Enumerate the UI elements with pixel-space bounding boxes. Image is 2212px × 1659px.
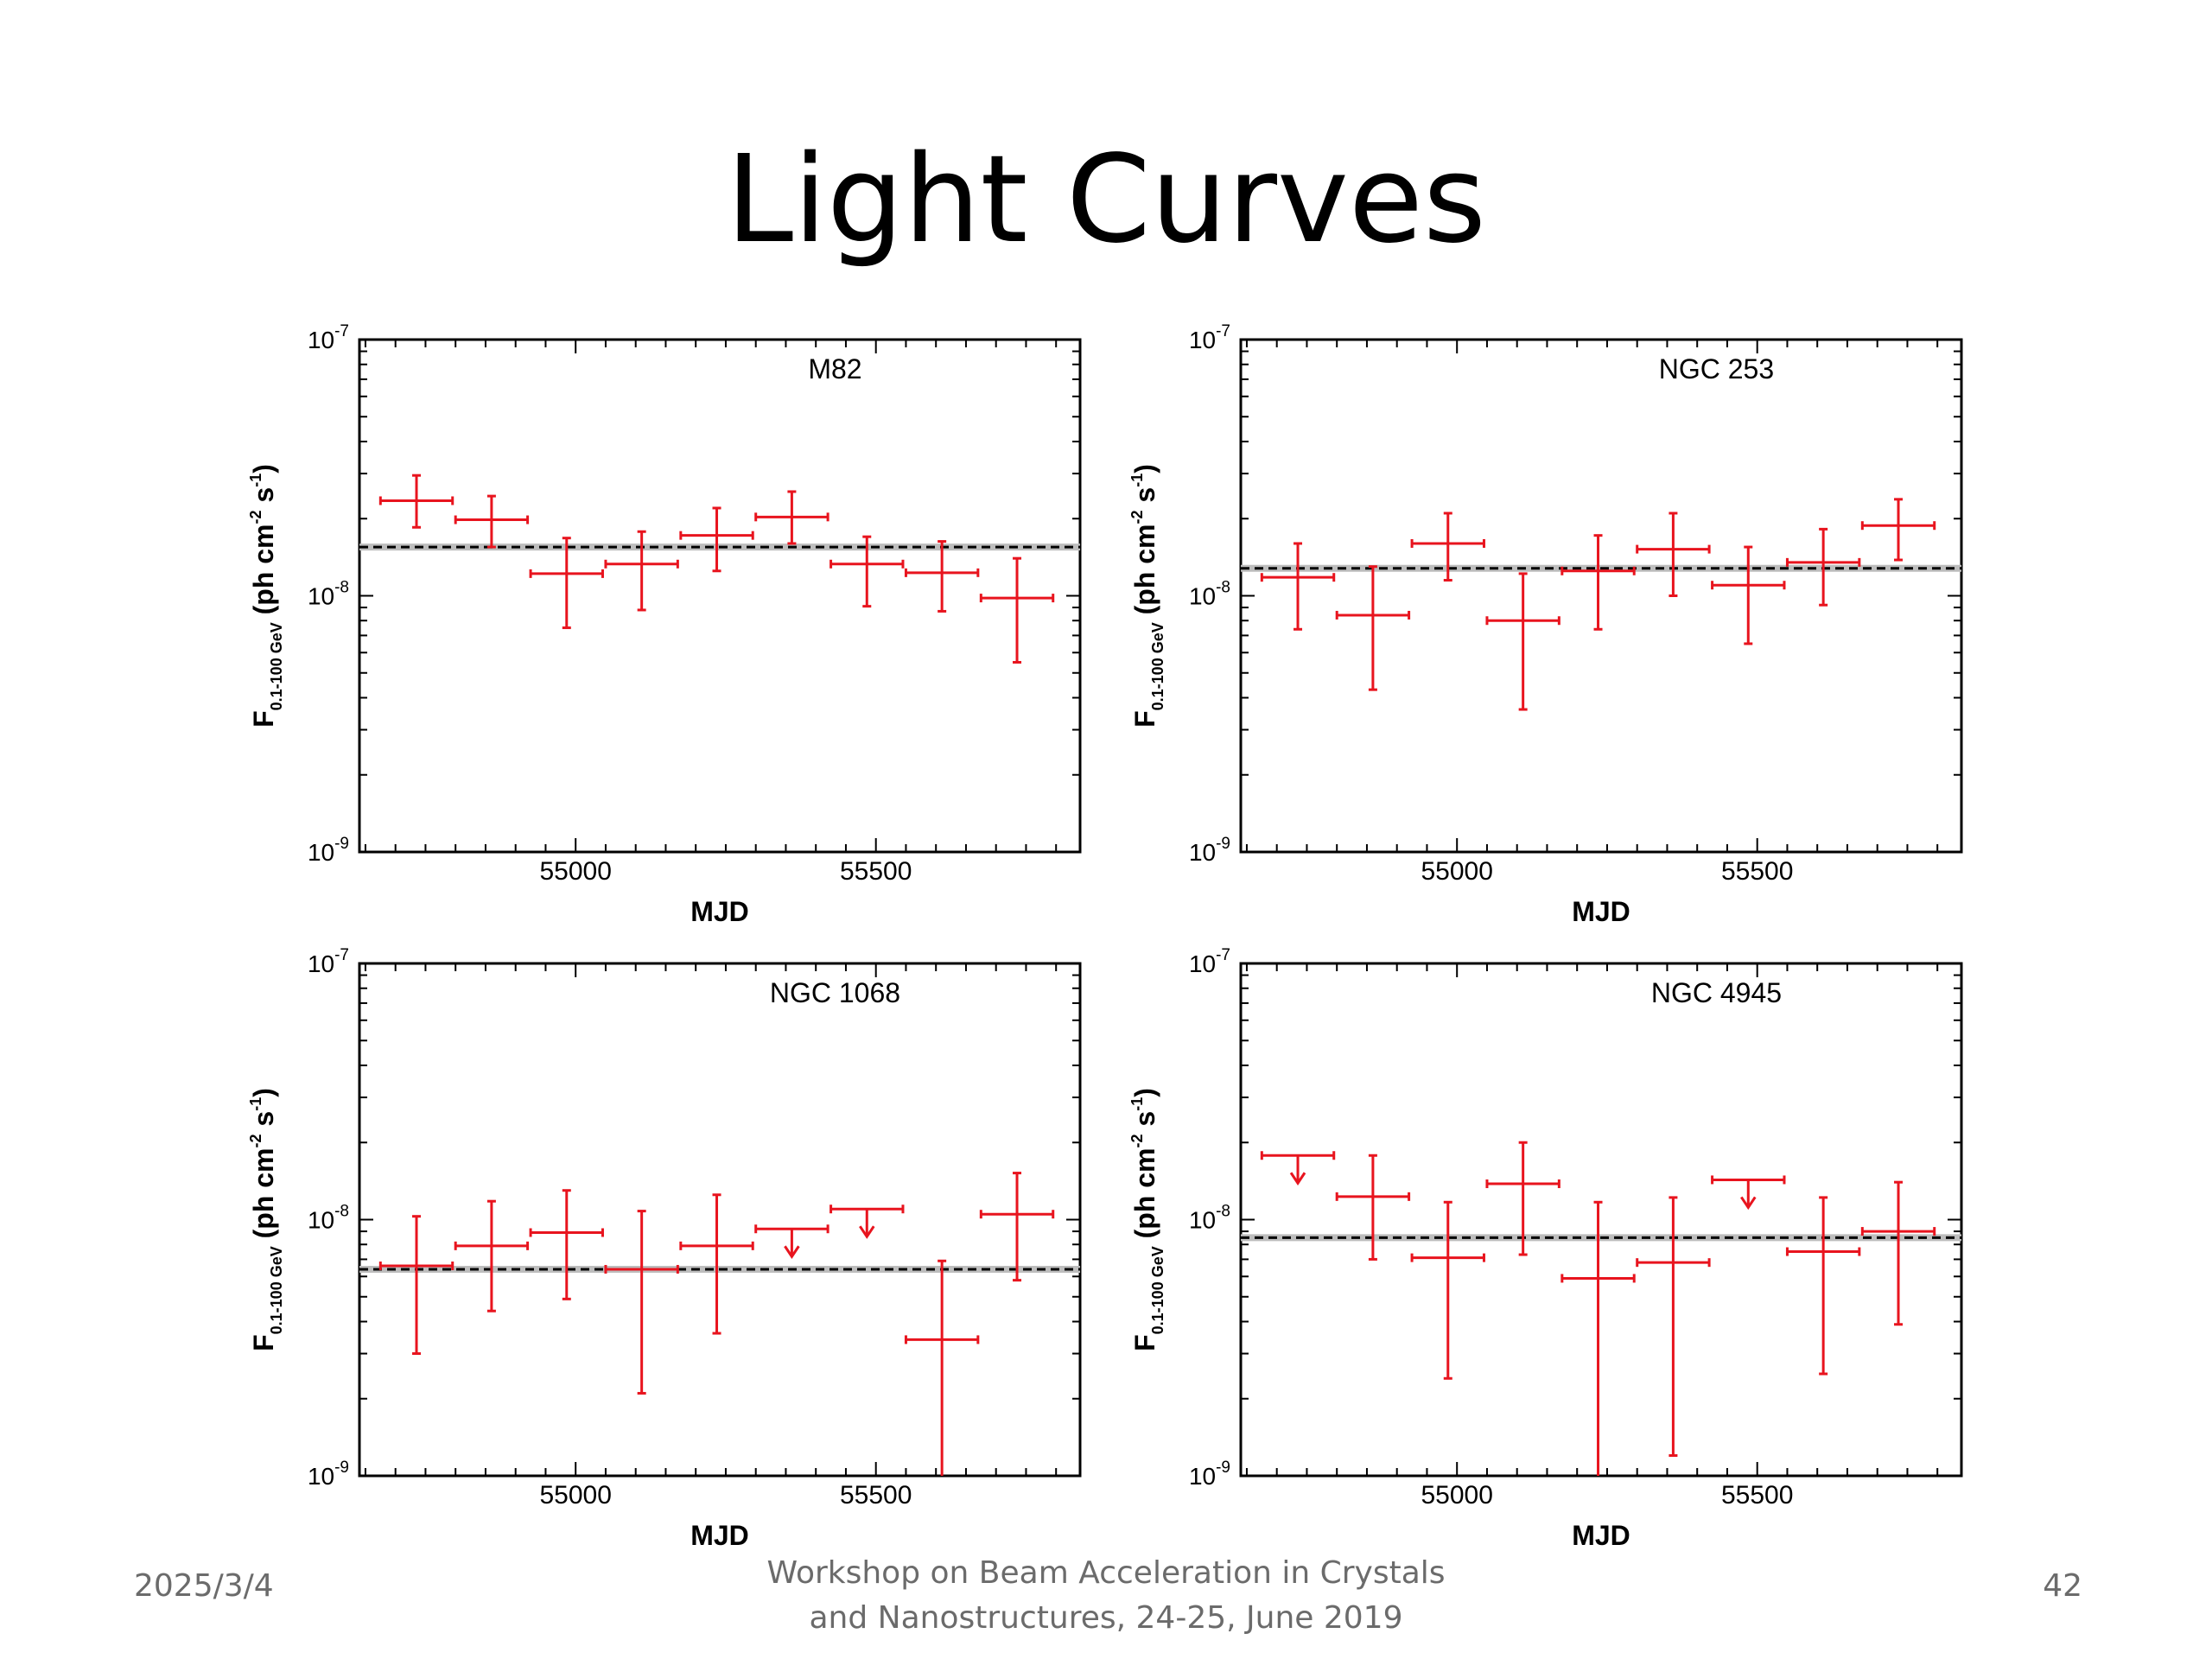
panel-title: M82: [808, 353, 861, 385]
y-tick-label: 10-8: [1189, 579, 1230, 610]
data-point: [1785, 1196, 1861, 1376]
data-point: [1785, 527, 1861, 607]
data-point: [979, 556, 1055, 664]
y-tick-label: 10-9: [308, 1459, 349, 1490]
x-tick-label: 55500: [840, 857, 912, 886]
y-tick-label: 10-9: [1189, 835, 1230, 866]
y-axis-label: F0.1-100 GeV (ph cm-2 s-1): [1128, 464, 1166, 728]
data-point: [1560, 1200, 1636, 1476]
slide-title: Light Curves: [726, 130, 1486, 270]
chart-panel-3: 55000 55500 10-9 10-8 10-7 NGC 1068 MJD F0.1-10…: [247, 946, 1082, 1551]
footer-event-line-1: Workshop on Beam Acceleration in Crystal…: [766, 1555, 1446, 1591]
panel-title: NGC 1068: [770, 977, 900, 1008]
y-tick-label: 10-7: [308, 322, 349, 353]
y-tick-label: 10-7: [1189, 946, 1230, 977]
upper-limit-arrow: [859, 1225, 875, 1239]
panel-title: NGC 4945: [1651, 977, 1782, 1008]
data-point: [904, 540, 980, 613]
data-point: [454, 1199, 530, 1313]
x-axis-label: MJD: [690, 1520, 749, 1551]
data-point: [1335, 1154, 1411, 1261]
x-tick-label: 55000: [1421, 1481, 1492, 1510]
y-tick-label: 10-7: [308, 946, 349, 977]
upper-limit-arrow: [1289, 1172, 1306, 1185]
data-point: [604, 530, 679, 612]
upper-limit: [754, 1224, 830, 1259]
y-axis-label: F0.1-100 GeV (ph cm-2 s-1): [247, 1088, 285, 1351]
x-tick-label: 55500: [840, 1481, 912, 1510]
data-point: [679, 506, 754, 573]
data-point: [1410, 1200, 1485, 1380]
x-tick-label: 55000: [539, 1481, 611, 1510]
x-tick-label: 55000: [539, 857, 611, 886]
data-point: [529, 537, 604, 630]
plot-frame: [1239, 962, 1963, 1478]
y-tick-label: 10-8: [308, 579, 349, 610]
upper-limit: [1711, 1175, 1786, 1211]
y-tick-label: 10-9: [1189, 1459, 1230, 1490]
y-axis-label: F0.1-100 GeV (ph cm-2 s-1): [247, 464, 285, 728]
x-axis-label: MJD: [1572, 1520, 1630, 1551]
y-tick-label: 10-9: [308, 835, 349, 866]
data-point: [1485, 1141, 1560, 1256]
data-point: [1711, 545, 1786, 645]
y-axis-label: F0.1-100 GeV (ph cm-2 s-1): [1128, 1088, 1166, 1351]
data-point: [679, 1193, 754, 1335]
upper-limit-arrow: [784, 1245, 800, 1259]
data-point: [1636, 1196, 1711, 1458]
data-point: [979, 1172, 1055, 1282]
data-point: [1860, 1180, 1936, 1326]
y-tick-label: 10-7: [1189, 322, 1230, 353]
upper-limit: [1260, 1151, 1336, 1185]
data-point: [1410, 512, 1485, 582]
data-point: [1860, 498, 1936, 562]
data-point: [754, 490, 830, 545]
panel-title: NGC 253: [1659, 353, 1774, 385]
data-point: [529, 1189, 604, 1300]
data-point: [1636, 512, 1711, 597]
data-point: [454, 494, 530, 549]
data-point: [1260, 542, 1336, 631]
chart-panel-2: 55000 55500 10-9 10-8 10-7 NGC 253 MJD F0.1-100…: [1128, 322, 1963, 927]
data-point: [378, 474, 454, 529]
data-point: [1560, 534, 1636, 631]
x-axis-label: MJD: [1572, 896, 1630, 927]
footer-event-line-2: and Nanostructures, 24-25, June 2019: [809, 1600, 1403, 1636]
plot-frame: [1239, 338, 1963, 854]
chart-panel-4: 55000 55500 10-9 10-8 10-7 NGC 4945 MJD F0.1-10…: [1128, 946, 1963, 1551]
data-point: [1335, 565, 1411, 691]
data-point: [904, 1259, 980, 1476]
upper-limit: [830, 1205, 905, 1239]
x-tick-label: 55500: [1721, 1481, 1793, 1510]
y-tick-label: 10-8: [1189, 1203, 1230, 1234]
footer-event: Workshop on Beam Acceleration in Crystal…: [674, 1551, 1538, 1641]
data-point: [378, 1215, 454, 1356]
data-point: [830, 535, 905, 608]
chart-panel-1: 55000 55500 10-9 10-8 10-7 M82 MJD F0.1-100 GeV…: [247, 322, 1082, 927]
x-tick-label: 55500: [1721, 857, 1793, 886]
data-point: [604, 1210, 679, 1395]
footer-date: 2025/3/4: [134, 1568, 274, 1604]
upper-limit-arrow: [1740, 1196, 1757, 1211]
y-tick-label: 10-8: [308, 1203, 349, 1234]
page-number: 42: [2043, 1568, 2082, 1604]
data-point: [1485, 572, 1560, 711]
x-axis-label: MJD: [690, 896, 749, 927]
plot-frame: [358, 962, 1082, 1478]
x-tick-label: 55000: [1421, 857, 1492, 886]
plot-frame: [358, 338, 1082, 854]
